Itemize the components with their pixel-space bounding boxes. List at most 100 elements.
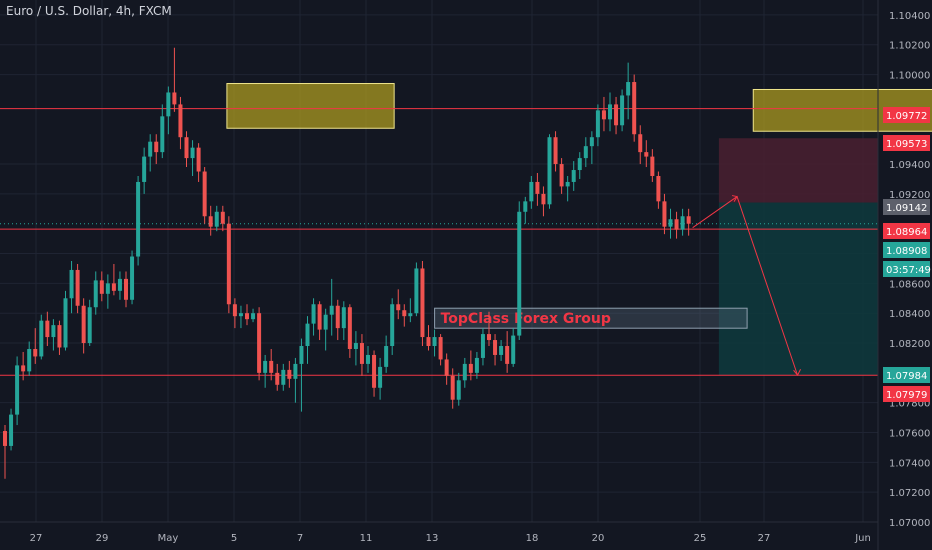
candle-body (166, 92, 171, 117)
candle-body (317, 304, 322, 330)
candle-body (99, 280, 104, 294)
date-tick-label: 29 (96, 533, 109, 544)
candle-body (87, 307, 92, 344)
candle-body (420, 268, 425, 338)
candle-body (226, 223, 231, 305)
candle-body (366, 354, 370, 364)
resistance-zone (226, 83, 395, 129)
candle-body (650, 156, 655, 176)
candle-body (565, 181, 570, 187)
candle-body (347, 307, 352, 349)
candle-body (136, 181, 141, 257)
candle-body (674, 219, 679, 230)
projection-arrowhead-up (731, 195, 738, 202)
candle-body (39, 320, 44, 357)
candle-body (323, 314, 328, 330)
date-tick-label: 18 (526, 533, 539, 544)
candle-body (124, 278, 128, 300)
watermark-text: TopClass Forex Group (441, 311, 611, 327)
candle-body (202, 171, 207, 217)
candle-body (190, 147, 195, 159)
candle-body (396, 304, 401, 311)
watermark-box (434, 307, 748, 329)
candle-body (553, 137, 558, 165)
candle-body (547, 137, 552, 205)
price-tag-label: 1.08908 (886, 246, 927, 257)
price-tick-label: 1.09400 (889, 160, 930, 171)
candle-body (287, 369, 292, 379)
price-tick-label: 1.07200 (889, 488, 930, 499)
date-tick-label: Jun (854, 533, 871, 544)
price-tag-label: 1.07979 (886, 390, 927, 401)
candle-body (148, 141, 153, 157)
date-tick-label: 11 (360, 533, 373, 544)
candle-body (662, 201, 667, 227)
candle-body (468, 363, 473, 373)
candle-body (390, 304, 395, 347)
candle-body (462, 363, 467, 381)
candle-body (9, 414, 14, 446)
candle-body (359, 343, 364, 364)
candle-body (372, 354, 377, 388)
price-tick-label: 1.07000 (889, 518, 930, 529)
price-tag (883, 199, 930, 215)
candle-body (353, 343, 358, 349)
candle-body (27, 348, 32, 372)
price-tick-label: 1.08400 (889, 309, 930, 320)
candle-body (111, 283, 116, 291)
date-tick-label: 27 (30, 533, 43, 544)
price-tag (883, 107, 930, 123)
candle-body (493, 340, 498, 355)
candle-body (335, 305, 340, 329)
candle-body (105, 283, 110, 294)
candle-body (281, 369, 286, 385)
candle-body (632, 82, 637, 135)
price-tag-label: 1.07984 (886, 371, 927, 382)
candle-body (438, 337, 443, 360)
price-tick-label: 1.10400 (889, 11, 930, 22)
price-tick-label: 1.09200 (889, 190, 930, 201)
candle-body (505, 346, 510, 364)
candle-body (432, 337, 437, 347)
candle-body (680, 216, 685, 230)
date-tick-label: 13 (426, 533, 439, 544)
candle-body (535, 181, 540, 194)
candle-body (81, 305, 86, 344)
candle-body (378, 366, 383, 388)
price-tag (883, 386, 930, 402)
candle-body (51, 325, 56, 338)
price-tick-label: 1.10200 (889, 41, 930, 52)
candle-body (620, 95, 625, 126)
candle-body (57, 325, 62, 348)
candle-body (305, 323, 310, 347)
price-tag-label: 1.09142 (886, 203, 927, 214)
date-tick-label: 5 (231, 533, 237, 544)
date-tick-label: 7 (297, 533, 303, 544)
candle-body (311, 304, 316, 324)
candle-body (408, 313, 413, 317)
date-tick-label: 27 (758, 533, 771, 544)
date-tick-label: 25 (694, 533, 707, 544)
price-tick-label: 1.07800 (889, 399, 930, 410)
candle-body (69, 269, 74, 299)
candle-body (220, 211, 225, 224)
candle-body (232, 304, 237, 317)
candle-body (499, 346, 504, 355)
candle-body (559, 164, 564, 187)
candle-body (184, 137, 189, 159)
candle-body (577, 158, 582, 171)
candle-body (154, 141, 159, 153)
candle-body (614, 104, 619, 126)
candle-body (33, 348, 38, 357)
candle-body (608, 104, 612, 120)
candle-body (517, 211, 522, 336)
candle-body (450, 375, 455, 400)
candle-body (668, 219, 673, 227)
candle-body (523, 201, 528, 212)
candle-body (93, 280, 98, 308)
candle-body (480, 334, 485, 358)
candle-body (686, 216, 691, 224)
candle-body (208, 216, 213, 227)
